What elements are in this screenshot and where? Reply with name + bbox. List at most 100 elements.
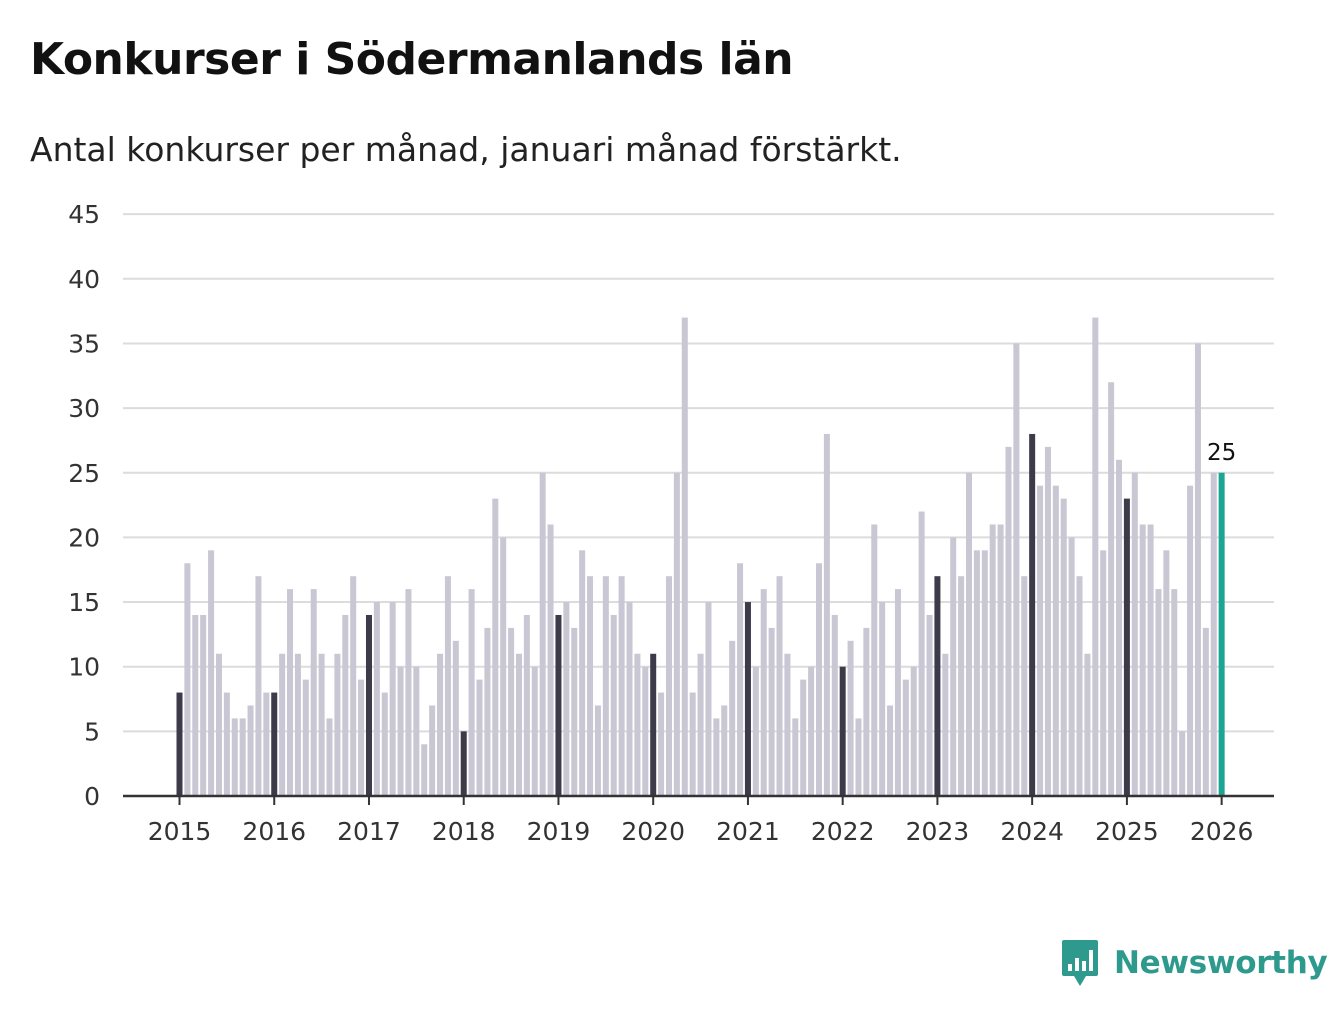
bar [476, 679, 483, 796]
bar [413, 666, 420, 796]
bar [602, 576, 609, 796]
bar [515, 653, 522, 796]
bar [334, 653, 341, 796]
bar [776, 576, 783, 796]
bar [610, 614, 617, 796]
bar [729, 640, 736, 796]
bar [263, 692, 270, 796]
bar [310, 589, 317, 796]
bar [231, 718, 238, 796]
bar [247, 705, 254, 796]
bar [405, 589, 412, 796]
bar [1021, 576, 1028, 796]
bar [871, 524, 878, 796]
bar [1187, 485, 1194, 796]
bar [768, 627, 775, 796]
bar [492, 498, 499, 796]
bar [1029, 433, 1036, 796]
bar [200, 614, 207, 796]
bar [508, 627, 515, 796]
chart-title: Konkurser i Södermanlands län [30, 34, 794, 85]
bar [539, 472, 546, 796]
bar [918, 511, 925, 796]
bar [823, 433, 830, 796]
bar [863, 627, 870, 796]
bar [302, 679, 309, 796]
bar [523, 614, 530, 796]
bar [689, 692, 696, 796]
bar [460, 731, 467, 796]
bars [176, 317, 1225, 796]
bar [831, 614, 838, 796]
bar [839, 666, 846, 796]
bar [563, 602, 570, 796]
bar [1194, 343, 1201, 796]
bar [1100, 550, 1107, 796]
bar [1202, 627, 1209, 796]
bar [1005, 446, 1012, 796]
bar [1155, 589, 1162, 796]
bar [223, 692, 230, 796]
bar [1092, 317, 1099, 796]
x-axis-ticks: 2015 2016 2017 2018 2019 2020 2021 2022 2023 2024… [148, 796, 1254, 846]
bar [381, 692, 388, 796]
bar [318, 653, 325, 796]
bar [618, 576, 625, 796]
bar [634, 653, 641, 796]
bar [1139, 524, 1146, 796]
bar [665, 576, 672, 796]
x-tick-label: 2020 [621, 817, 685, 846]
x-tick-label: 2016 [242, 817, 306, 846]
y-tick-label: 5 [84, 717, 100, 746]
bar [1076, 576, 1083, 796]
y-tick-label: 45 [68, 200, 100, 229]
bar [760, 589, 767, 796]
bar [350, 576, 357, 796]
bar [547, 524, 554, 796]
bar [973, 550, 980, 796]
bar [192, 614, 199, 796]
bar [531, 666, 538, 796]
bar [1179, 731, 1186, 796]
x-tick-label: 2019 [527, 817, 591, 846]
bar [1060, 498, 1067, 796]
bar [800, 679, 807, 796]
bar [437, 653, 444, 796]
bar [1131, 472, 1138, 796]
bar [239, 718, 246, 796]
x-tick-label: 2018 [432, 817, 496, 846]
bar [271, 692, 278, 796]
chart-subtitle: Antal konkurser per månad, januari månad… [30, 130, 902, 169]
bar [744, 602, 751, 796]
x-tick-label: 2025 [1095, 817, 1159, 846]
bar [587, 576, 594, 796]
bar [1084, 653, 1091, 796]
bar [981, 550, 988, 796]
bar [1210, 472, 1217, 796]
x-tick-label: 2023 [906, 817, 970, 846]
bar [1052, 485, 1059, 796]
bar [673, 472, 680, 796]
bar [555, 614, 562, 796]
x-tick-label: 2015 [148, 817, 212, 846]
bar [887, 705, 894, 796]
bar [1013, 343, 1020, 796]
bar [389, 602, 396, 796]
bar [942, 653, 949, 796]
bar [642, 666, 649, 796]
bar [215, 653, 222, 796]
x-tick-label: 2022 [811, 817, 875, 846]
bar [737, 563, 744, 796]
bar [681, 317, 688, 796]
bar [950, 537, 957, 796]
bar [468, 589, 475, 796]
bar [421, 744, 428, 796]
bar [429, 705, 436, 796]
bar [255, 576, 262, 796]
bar [208, 550, 215, 796]
bar [792, 718, 799, 796]
bar [594, 705, 601, 796]
bar [1163, 550, 1170, 796]
x-tick-label: 2026 [1190, 817, 1254, 846]
bar [279, 653, 286, 796]
